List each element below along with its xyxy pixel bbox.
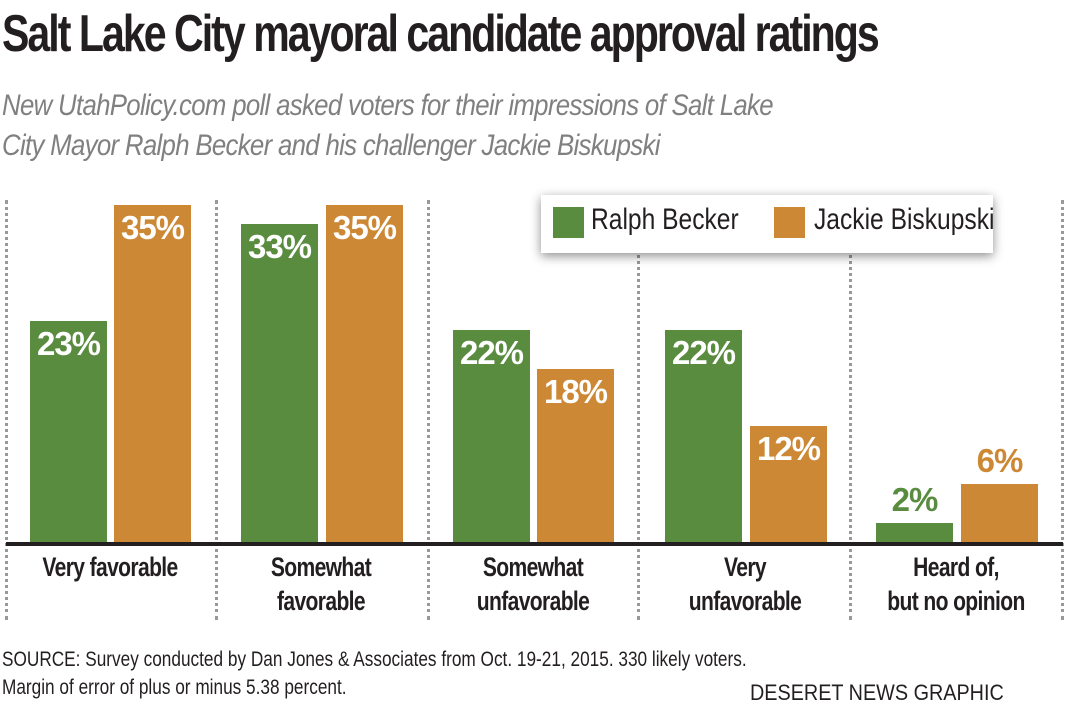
bar-value-label: 33% <box>247 228 312 265</box>
bar-becker-somewhat-favorable: 33% <box>241 224 318 542</box>
bar-value-label: 18% <box>543 373 608 410</box>
source-line-2: Margin of error of plus or minus 5.38 pe… <box>2 676 347 699</box>
bar-becker-no-opinion: 2% <box>876 481 953 542</box>
category-label-very-favorable: Very favorable <box>32 550 188 584</box>
chart-subtitle: New UtahPolicy.com poll asked voters for… <box>2 86 774 166</box>
legend-label-biskupski: Jackie Biskupski <box>814 203 995 236</box>
category-divider <box>427 200 430 620</box>
category-label-somewhat-unfavorable: Somewhat unfavorable <box>455 550 611 618</box>
bar-biskupski-somewhat-unfavorable: 18% <box>537 369 614 542</box>
category-label-line: Very unfavorable <box>688 552 802 616</box>
legend-swatch-biskupski <box>774 207 805 238</box>
bar-value-label: 22% <box>459 334 524 371</box>
source-note: SOURCE: Survey conducted by Dan Jones & … <box>2 646 747 702</box>
bar-value-label: 6% <box>976 442 1024 479</box>
category-label-line: but no opinion <box>887 586 1025 616</box>
bar-value-label: 23% <box>36 325 101 362</box>
category-divider <box>215 200 218 620</box>
graphic-credit: DESERET NEWS GRAPHIC <box>750 680 1004 705</box>
category-label-somewhat-favorable: Somewhat favorable <box>243 550 399 618</box>
bar-biskupski-very-unfavorable: 12% <box>750 426 827 542</box>
plot-area: 23% 35% 33% 35% 22% 18% 22% 12% 2% 6% Ve… <box>0 190 1065 620</box>
legend: Ralph Becker Jackie Biskupski <box>541 195 995 253</box>
legend-swatch-becker <box>553 207 584 238</box>
category-divider <box>5 200 8 620</box>
bar-biskupski-somewhat-favorable: 35% <box>326 205 403 542</box>
bar-becker-very-favorable: 23% <box>30 321 107 542</box>
bar-biskupski-very-favorable: 35% <box>114 205 191 542</box>
bar-value-label: 35% <box>332 209 397 246</box>
subtitle-line-2: City Mayor Ralph Becker and his challeng… <box>2 129 660 162</box>
category-label-line: Somewhat <box>270 552 372 582</box>
category-label-line: Heard of, <box>913 552 999 582</box>
bar-value-label: 35% <box>120 209 185 246</box>
x-axis-baseline <box>6 542 1063 546</box>
category-label-line: unfavorable <box>476 586 590 616</box>
bar-value-label: 22% <box>671 334 736 371</box>
category-label-line: Somewhat <box>482 552 584 582</box>
category-label-line: Very favorable <box>42 552 178 582</box>
category-divider <box>849 200 852 620</box>
bar-becker-very-unfavorable: 22% <box>665 330 742 542</box>
source-line-1: SOURCE: Survey conducted by Dan Jones & … <box>2 648 747 671</box>
legend-label-becker: Ralph Becker <box>591 203 739 236</box>
category-label-no-opinion: Heard of, but no opinion <box>878 550 1034 618</box>
category-label-very-unfavorable: Very unfavorable <box>667 550 823 618</box>
category-divider <box>1061 200 1064 620</box>
chart-title: Salt Lake City mayoral candidate approva… <box>2 5 880 63</box>
bar-value-label: 2% <box>891 481 939 518</box>
bar-value-label: 12% <box>756 430 821 467</box>
category-label-line: favorable <box>276 586 366 616</box>
bar-becker-somewhat-unfavorable: 22% <box>453 330 530 542</box>
category-divider <box>637 200 640 620</box>
subtitle-line-1: New UtahPolicy.com poll asked voters for… <box>2 89 774 122</box>
bar-biskupski-no-opinion: 6% <box>961 442 1038 542</box>
